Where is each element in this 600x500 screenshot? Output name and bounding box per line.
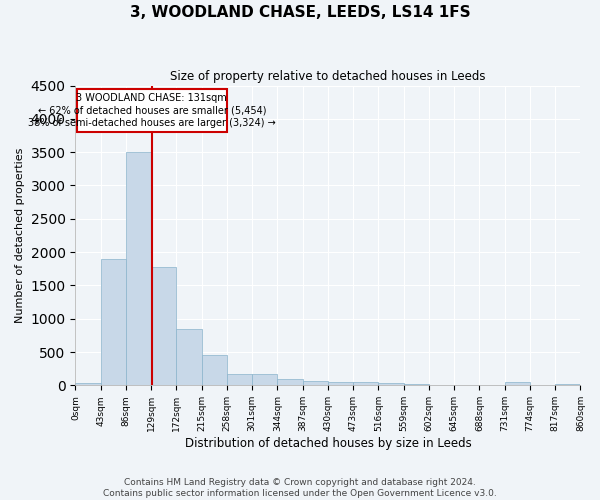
Bar [404,384,429,386]
Bar [151,267,176,386]
Text: 38% of semi-detached houses are larger (3,324) →: 38% of semi-detached houses are larger (… [28,118,275,128]
Bar [202,356,227,386]
Bar [328,382,353,386]
Bar [126,152,151,386]
Text: ← 62% of detached houses are smaller (5,454): ← 62% of detached houses are smaller (5,… [38,106,266,116]
Bar [555,384,581,386]
Bar [353,382,379,386]
Bar [252,374,277,386]
Text: Contains HM Land Registry data © Crown copyright and database right 2024.
Contai: Contains HM Land Registry data © Crown c… [103,478,497,498]
Bar [277,379,302,386]
Title: Size of property relative to detached houses in Leeds: Size of property relative to detached ho… [170,70,486,83]
Bar [176,330,202,386]
Bar [227,374,252,386]
Bar [77,89,227,132]
Bar [505,382,530,386]
Text: 3, WOODLAND CHASE, LEEDS, LS14 1FS: 3, WOODLAND CHASE, LEEDS, LS14 1FS [130,5,470,20]
X-axis label: Distribution of detached houses by size in Leeds: Distribution of detached houses by size … [185,437,472,450]
Bar [454,384,479,386]
Text: 3 WOODLAND CHASE: 131sqm: 3 WOODLAND CHASE: 131sqm [76,94,227,104]
Bar [379,384,404,386]
Bar [76,384,101,386]
Bar [429,384,454,386]
Bar [302,380,328,386]
Y-axis label: Number of detached properties: Number of detached properties [15,148,25,323]
Bar [101,259,126,386]
